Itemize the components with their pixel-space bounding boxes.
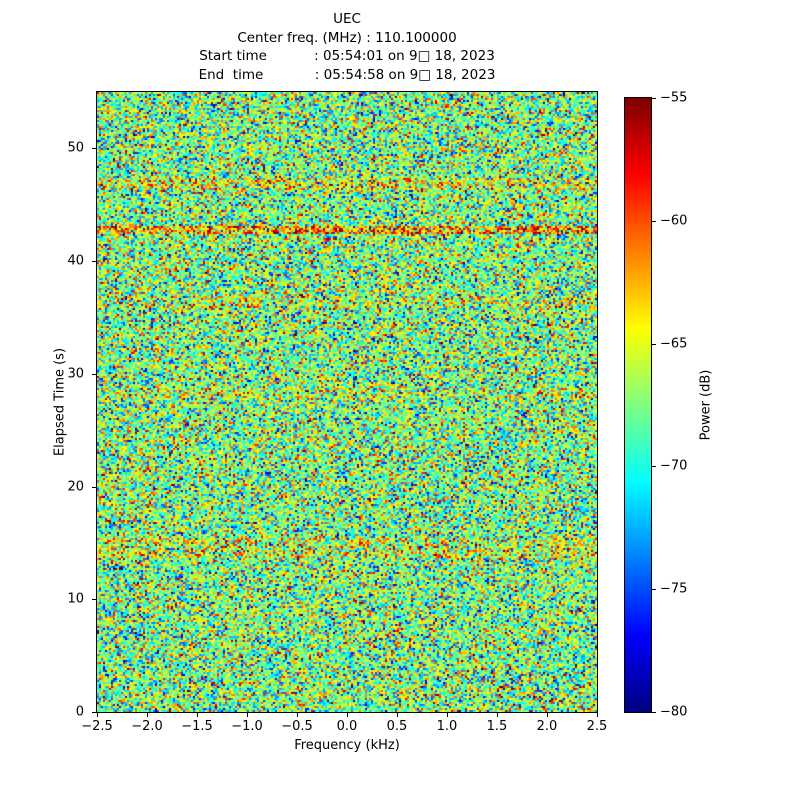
colorbar-tick-mark — [652, 98, 656, 99]
x-tick-label: −2.5 — [81, 719, 113, 734]
x-tick-label: −1.5 — [181, 719, 213, 734]
colorbar-tick-mark — [652, 466, 656, 468]
y-tick-label: 20 — [67, 479, 84, 495]
y-tick-mark — [92, 261, 96, 263]
x-tick-mark — [197, 713, 198, 717]
x-axis-ticks: −2.5 −2.0 −1.5 −1.0 −0.5 0.0 0.5 1.0 1.5 2.0 2.5 — [81, 713, 607, 743]
chart-header: UEC Center freq. (MHz) : 110.100000 Star… — [97, 10, 597, 84]
y-tick-mark — [92, 599, 96, 601]
colorbar-tick-mark — [652, 712, 656, 713]
y-tick-label: 50 — [67, 140, 84, 156]
x-tick-mark — [347, 713, 348, 717]
x-tick-mark — [147, 713, 148, 717]
x-tick-mark — [447, 713, 448, 717]
x-tick-label: −0.5 — [281, 719, 313, 734]
start-time-line: Start time : 05:54:01 on 9□ 18, 2023 — [199, 48, 495, 64]
y-tick-label: 0 — [75, 704, 84, 720]
x-tick-mark — [247, 713, 248, 717]
colorbar-label: Power (dB) — [698, 369, 714, 441]
x-tick-label: −1.0 — [231, 719, 263, 734]
colorbar-tick-label: −75 — [660, 581, 688, 597]
x-tick-mark — [497, 713, 498, 717]
x-tick-label: 1.0 — [436, 719, 458, 734]
x-tick-label: 1.5 — [486, 719, 508, 734]
colorbar-tick-mark — [652, 220, 656, 222]
x-axis-label: Frequency (kHz) — [294, 738, 400, 753]
colorbar-tick-mark — [652, 589, 656, 591]
y-tick-mark — [92, 373, 96, 375]
x-tick-label: 2.0 — [536, 719, 558, 734]
y-tick-mark — [92, 712, 96, 713]
x-tick-label: 0.5 — [386, 719, 408, 734]
spectrogram-canvas — [97, 92, 597, 712]
end-time-line: End time : 05:54:58 on 9□ 18, 2023 — [198, 66, 496, 83]
y-tick-label: 40 — [67, 253, 84, 269]
x-tick-mark — [97, 713, 98, 717]
colorbar-gradient — [625, 98, 651, 712]
colorbar-ticks: −55 −60 −65 −70 −75 −80 — [652, 91, 722, 720]
y-tick-label: 30 — [67, 366, 84, 382]
y-tick-mark — [92, 148, 96, 150]
chart-title: UEC — [333, 11, 361, 27]
colorbar-tick-mark — [652, 343, 656, 345]
x-tick-mark — [297, 713, 298, 717]
y-tick-label: 10 — [67, 591, 84, 607]
x-tick-mark — [597, 713, 598, 717]
colorbar-tick-label: −60 — [660, 213, 688, 229]
y-tick-mark — [92, 486, 96, 488]
x-tick-mark — [547, 713, 548, 717]
x-tick-label: 2.5 — [586, 719, 608, 734]
center-freq-line: Center freq. (MHz) : 110.100000 — [237, 29, 457, 46]
colorbar-tick-label: −55 — [660, 90, 688, 106]
x-tick-label: −2.0 — [131, 719, 163, 734]
colorbar-tick-label: −70 — [660, 458, 688, 474]
y-axis-ticks: 0 10 20 30 40 50 — [0, 92, 96, 720]
plot-area — [96, 91, 598, 713]
colorbar-tick-label: −80 — [660, 704, 688, 720]
x-tick-label: 0.0 — [336, 719, 358, 734]
colorbar — [624, 97, 652, 713]
colorbar-tick-label: −65 — [660, 336, 688, 352]
x-tick-mark — [397, 713, 398, 717]
